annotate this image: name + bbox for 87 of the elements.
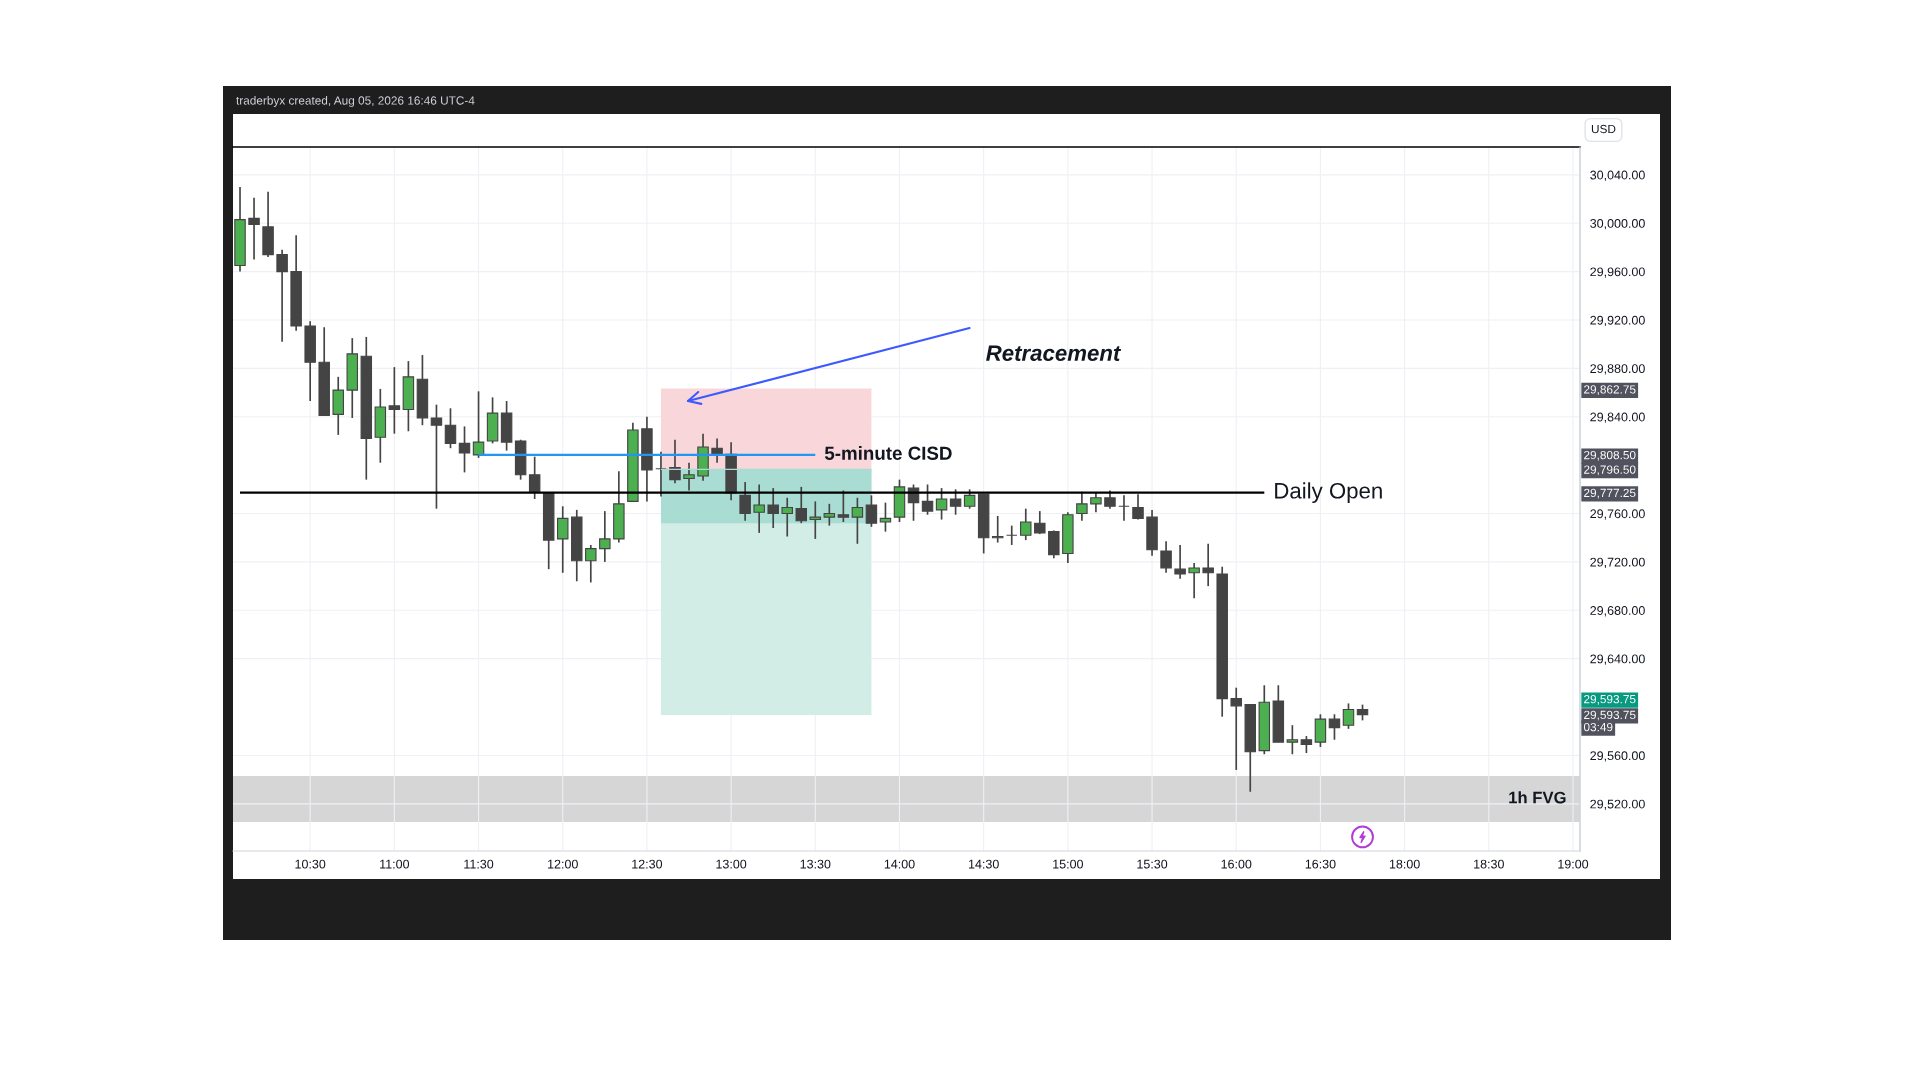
x-tick-label: 14:00 [884,859,915,869]
candlestick [753,483,765,534]
candlestick [809,500,822,540]
candlestick [1020,507,1032,541]
candlestick [823,503,836,527]
x-tick-label: 18:30 [1474,859,1504,869]
candlestick [1342,702,1355,730]
candlestick [1132,493,1144,521]
candlestick [781,496,793,538]
text: 03:49 [1583,722,1613,732]
candlestick [1188,562,1200,600]
y2-tick-label: 29,777.25 [1584,488,1636,499]
candlestick [655,450,667,498]
candlestick [444,407,457,450]
x-tick-label: 12:30 [632,859,663,869]
candlestick [388,366,401,435]
candlestick [1174,544,1186,580]
x-tick-label: 16:00 [1221,859,1252,869]
x-tick-label: 11:30 [464,859,494,869]
text: 29,593.75 [1584,694,1636,705]
annotation: Retracement [986,345,1122,361]
candlestick [599,510,611,563]
candlestick [1202,542,1214,587]
candlestick [963,488,976,510]
x-tick-label: 14:30 [968,859,999,869]
candlestick [683,461,695,492]
x-tick-label: 13:30 [800,859,831,869]
candlestick [837,489,850,523]
candlestick [1104,489,1116,510]
candlestick [458,425,471,474]
y2-tick-label: 29,593.75 [1584,710,1636,721]
candlestick [851,496,864,545]
candlestick [248,196,260,261]
y-tick-label: 29,840.00 [1590,412,1645,423]
y-tick-label: 29,640.00 [1590,654,1645,665]
candlestick [935,487,948,521]
candlestick [949,488,962,516]
x-tick-label: 11:00 [380,859,410,869]
candlestick [739,481,751,522]
x-tick-label: 18:00 [1389,859,1420,869]
x-tick-label: 10:30 [295,859,326,869]
candlestick [767,487,779,529]
x-tick-label: 16:30 [1305,859,1336,869]
y-tick-label: 29,520.00 [1590,799,1645,810]
candlestick [1005,524,1018,546]
candlestick [879,501,892,533]
series-label: Daily Open [1275,482,1382,504]
candlestick [795,486,808,525]
y-tick-label: 30,040.00 [1590,170,1645,181]
x-tick-label: 13:00 [716,859,747,869]
y-tick-label: 29,560.00 [1590,751,1645,762]
y-tick-label: 29,720.00 [1590,557,1645,569]
candlestick [1118,494,1130,522]
candlestick [528,455,541,500]
candlestick [1328,713,1341,741]
candlestick [991,515,1004,544]
x-tick-label: 15:30 [1137,859,1168,869]
y2-tick-label: 29,862.75 [1584,385,1636,396]
y2-tick-label: 29,796.50 [1584,465,1636,476]
candlestick [921,483,934,516]
x-tick-label: 15:00 [1053,859,1084,869]
series-label: 5-minute CISD [824,446,952,460]
y2-tick-label: 29,808.50 [1584,450,1636,461]
candlestick [669,438,681,485]
text: USD [1591,124,1616,134]
candlestick [1160,540,1172,574]
candlestick [472,390,485,459]
text: traderbyx created, Aug 05, 2026 16:46 UTC-4 [236,96,475,107]
candlestick [430,403,443,510]
candlestick [1090,492,1102,514]
candlestick [865,494,878,528]
candlestick [556,505,569,574]
band-label: 1h FVG [1509,791,1566,804]
y-tick-label: 29,960.00 [1590,267,1645,278]
candlestick [1048,529,1060,560]
candlestick [276,248,288,343]
y-tick-label: 30,000.00 [1590,219,1645,230]
y-tick-label: 29,880.00 [1590,364,1645,375]
candlestick [585,544,597,584]
candlestick [1286,724,1299,756]
x-tick-label: 19:00 [1558,859,1589,869]
y-tick-label: 29,680.00 [1590,606,1645,617]
y-tick-label: 29,920.00 [1590,315,1645,327]
x-tick-label: 12:00 [548,859,578,869]
candlestick [1314,713,1327,748]
candlestick [1230,686,1242,771]
y-tick-label: 29,760.00 [1590,509,1645,520]
